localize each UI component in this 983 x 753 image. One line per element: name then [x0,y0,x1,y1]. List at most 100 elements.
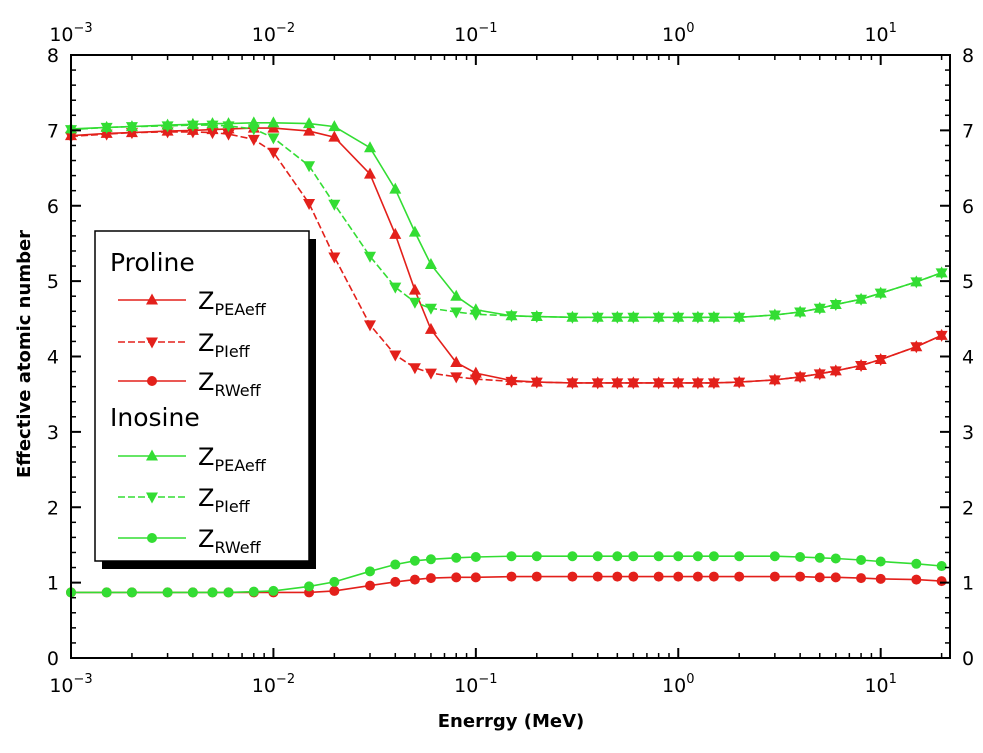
x-tick-label-top: 101 [864,21,896,46]
data-point [567,571,578,582]
x-axis-title: Enerrgy (MeV) [438,711,584,732]
data-point [506,551,517,562]
data-point [935,328,948,340]
data-point [303,124,316,136]
data-point [390,559,401,570]
data-point [627,376,640,388]
data-point [470,572,481,583]
data-point [708,551,719,562]
data-point [936,561,947,572]
legend-title-inosine: Inosine [110,403,200,432]
data-point [328,120,341,132]
legend-label: ZPIeff [198,484,251,516]
data-point [612,571,623,582]
y-tick-label-left: 3 [47,422,59,444]
data-point [653,571,664,582]
data-point [936,576,947,587]
series-layer [65,116,948,598]
data-point [505,374,518,386]
data-point [389,350,402,362]
data-point [935,266,948,278]
data-point [612,551,623,562]
y-tick-label-right: 0 [962,648,974,670]
data-point [303,198,316,210]
data-point [672,310,685,322]
data-point [794,370,807,382]
data-point [329,585,340,596]
tick-layer: 10−3 10−3 10−2 10−2 10−1 10−1 100 100 101 101 0 0 1 1… [47,21,974,697]
data-point [566,376,579,388]
x-tick-label-bottom: 10−3 [49,672,92,697]
legend-marker [146,293,158,305]
data-point [424,322,437,334]
data-point [567,551,578,562]
y-tick-label-right: 7 [962,120,974,142]
data-point [814,572,825,583]
data-point [247,116,260,128]
data-point [424,258,437,270]
data-point [364,167,377,179]
data-point [222,117,235,129]
y-tick-label-left: 5 [47,271,59,293]
y-tick-label-right: 5 [962,271,974,293]
data-point [707,376,720,388]
data-point [592,551,603,562]
series-line [71,575,942,594]
data-point [794,305,807,317]
data-point [267,116,280,128]
data-point [830,572,841,583]
data-point [910,340,923,352]
x-tick-label-top: 10−2 [252,21,295,46]
data-point [268,585,279,596]
y-axis-title: Effective atomic number [14,230,35,478]
data-point [875,556,886,567]
y-tick-label-left: 4 [47,347,59,369]
y-tick-label-right: 6 [962,196,974,218]
data-point [611,310,624,322]
data-point [408,283,421,295]
data-point [768,373,781,385]
data-point [691,310,704,322]
data-point [855,292,868,304]
data-point [733,310,746,322]
series-inosine-peaeff [65,116,948,322]
data-point [911,574,922,585]
data-point [451,552,462,563]
data-point [566,310,579,322]
data-point [450,289,463,301]
data-point [592,571,603,582]
x-tick-label-bottom: 10−2 [252,672,295,697]
data-point [364,320,377,332]
data-point [206,117,219,129]
data-point [450,356,463,368]
y-tick-label-left: 6 [47,196,59,218]
data-point [531,571,542,582]
data-point [390,576,401,587]
legend-box [94,230,310,562]
data-point [856,555,867,566]
data-point [530,310,543,322]
data-point [469,303,482,315]
data-point [247,134,260,146]
x-tick-label-bottom: 10−1 [454,672,497,697]
legend-marker [147,533,157,543]
y-tick-label-right: 3 [962,422,974,444]
y-tick-label-right: 8 [962,45,974,67]
data-point [691,376,704,388]
x-tick-label-bottom: 101 [864,672,896,697]
data-point [424,368,437,380]
data-point [409,574,420,585]
data-point [389,282,402,294]
data-point [451,572,462,583]
x-tick-label-top: 10−1 [454,21,497,46]
data-point [267,147,280,159]
y-tick-label-left: 0 [47,648,59,670]
data-point [408,363,421,375]
data-point [769,551,780,562]
y-tick-label-left: 1 [47,573,59,595]
data-point [628,571,639,582]
data-point [769,571,780,582]
data-point [450,372,463,384]
data-point [813,367,826,379]
data-point [365,580,376,591]
